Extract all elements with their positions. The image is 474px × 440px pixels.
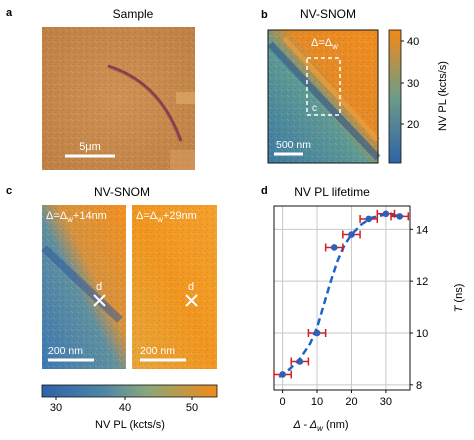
colorbar-c-tick-label-40: 40 <box>119 402 131 414</box>
flake-edge <box>107 64 183 142</box>
optical-image-texture <box>42 27 195 170</box>
svg-text:T (ns): T (ns) <box>453 284 465 313</box>
colorbar-c <box>41 384 218 398</box>
delta-label-c-left-post: +14nm <box>73 210 107 222</box>
panel-a: a Sample 5μm <box>6 7 195 170</box>
optical-corner-bright <box>176 92 195 104</box>
x-axis-label-sub: w <box>317 424 324 433</box>
y-tick-label: 14 <box>416 224 428 236</box>
y-tick-label: 8 <box>416 380 422 392</box>
stripe-bright-b <box>282 36 380 142</box>
marker-d-right <box>185 294 198 307</box>
plot-frame <box>273 205 411 391</box>
x-axis-label-unit: (nm) <box>323 419 349 431</box>
panel-a-title: Sample <box>113 7 154 21</box>
scale-bar-c-left-label: 200 nm <box>48 345 83 357</box>
zoom-box-label: c <box>312 103 317 114</box>
svg-text:Δ=Δw+29nm: Δ=Δw+29nm <box>136 210 197 224</box>
data-point <box>279 371 286 378</box>
scale-bar-b-label: 500 nm <box>276 139 311 151</box>
zoom-box <box>306 57 341 116</box>
colorbar-b-label: NV PL (kcts/s) <box>437 61 449 131</box>
panel-a-letter: a <box>6 7 13 19</box>
data-point <box>330 244 338 251</box>
marker-d-left <box>93 294 106 307</box>
y-tick-label: 10 <box>416 328 428 340</box>
y-axis-label: T <box>453 304 465 312</box>
delta-label-c-right-pre: Δ=Δ <box>136 210 158 222</box>
data-point <box>365 215 372 223</box>
panel-c: c NV-SNOM Δ=Δw+14nm d 200 nm Δ=Δw+29nm d… <box>6 185 218 431</box>
x-tick-label: 10 <box>311 396 323 408</box>
panel-d: d NV PL lifetime 0 10 20 30 8 10 12 14 Δ - Δw (… <box>261 185 465 433</box>
data-point <box>348 231 355 238</box>
colorbar-c-tick-label-30: 30 <box>50 402 62 414</box>
panel-c-title: NV-SNOM <box>94 185 150 199</box>
colorbar-b-tick-label-30: 30 <box>407 78 419 90</box>
stripe-dark-c-left <box>41 245 123 323</box>
y-tick-label: 12 <box>416 276 428 288</box>
data-point <box>296 358 304 365</box>
colorbar-b <box>388 29 402 164</box>
x-tick-label: 30 <box>380 396 392 408</box>
panel-b-letter: b <box>261 9 268 21</box>
panel-b: b NV-SNOM Δ=Δw c 500 nm 40 30 20 NV PL (… <box>261 7 449 164</box>
marker-d-left-label: d <box>96 281 102 293</box>
colorbar-b-tick-label-40: 40 <box>407 36 419 48</box>
svg-text:Δ=Δw: Δ=Δw <box>311 37 338 51</box>
panel-d-title: NV PL lifetime <box>294 185 370 199</box>
panel-d-letter: d <box>261 185 268 197</box>
scale-bar-a-label: 5μm <box>79 141 101 153</box>
svg-text:Δ - Δw (nm): Δ - Δw (nm) <box>292 419 348 433</box>
scale-bar-c-right-label: 200 nm <box>140 345 175 357</box>
x-axis-label: Δ - Δ <box>292 419 317 431</box>
data-point <box>382 210 390 218</box>
data-point <box>313 329 321 337</box>
flake-edge-shadow <box>109 68 179 141</box>
delta-label-c-left-pre: Δ=Δ <box>46 210 68 222</box>
colorbar-c-tick-label-50: 50 <box>186 402 198 414</box>
delta-label-b: Δ=Δ <box>311 37 333 49</box>
delta-label-c-left-sub: w <box>66 215 73 224</box>
optical-corner-bright-2 <box>170 150 195 170</box>
delta-label-c-right-post: +29nm <box>163 210 197 222</box>
panel-c-letter: c <box>6 185 12 197</box>
x-tick-label: 20 <box>345 396 357 408</box>
svg-text:Δ=Δw+14nm: Δ=Δw+14nm <box>46 210 107 224</box>
y-axis-label-unit: (ns) <box>453 284 465 306</box>
colorbar-b-tick-label-20: 20 <box>407 119 419 131</box>
lifetime-chart: 0 10 20 30 8 10 12 14 <box>273 205 428 408</box>
colorbar-c-label: NV PL (kcts/s) <box>95 419 165 431</box>
delta-label-c-right-sub: w <box>156 215 163 224</box>
stripe-dark-b <box>267 41 381 161</box>
data-point <box>396 213 403 220</box>
x-tick-label: 0 <box>280 396 286 408</box>
panel-b-title: NV-SNOM <box>300 7 356 21</box>
marker-d-right-label: d <box>188 281 194 293</box>
frame-b <box>267 29 379 164</box>
nv-snom-map-c-right-texture <box>132 205 217 369</box>
delta-label-b-sub: w <box>331 42 338 51</box>
fit-curve <box>278 213 404 379</box>
